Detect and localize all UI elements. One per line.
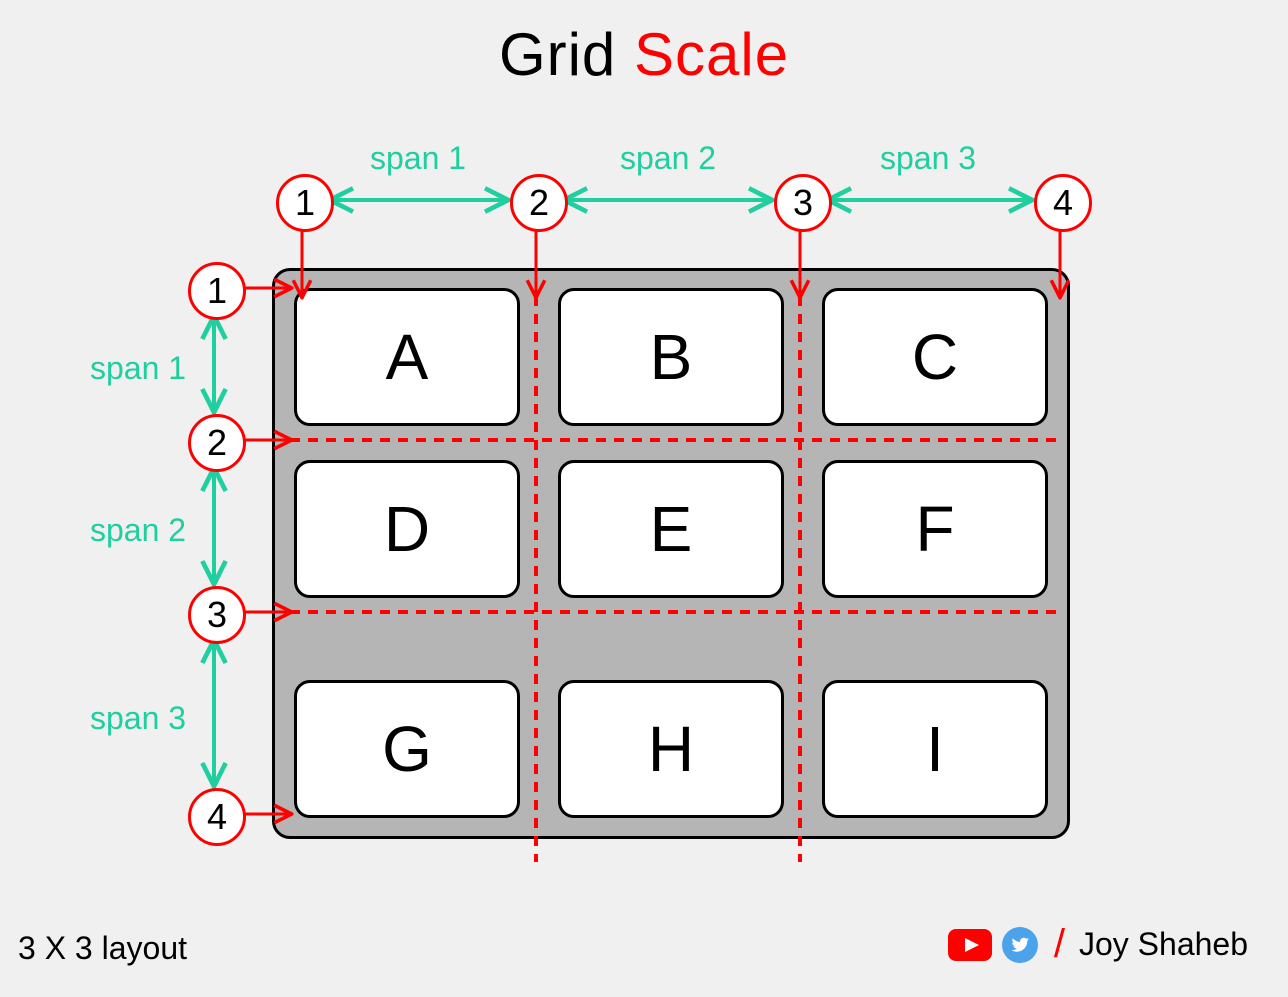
grid-cell: C	[822, 288, 1048, 426]
column-marker: 4	[1034, 174, 1092, 232]
grid-cell: I	[822, 680, 1048, 818]
column-marker: 3	[774, 174, 832, 232]
column-marker: 2	[510, 174, 568, 232]
column-span-label: span 1	[370, 140, 466, 177]
layout-caption: 3 X 3 layout	[18, 930, 187, 967]
youtube-icon	[948, 929, 992, 961]
grid-cell: G	[294, 680, 520, 818]
diagram-canvas: Grid Scale ABC DEF GHI 1 2 3 4 1 2 3 4 span 1 span…	[0, 0, 1288, 997]
row-span-label: span 3	[90, 700, 186, 737]
row-marker: 2	[188, 414, 246, 472]
grid-cell: B	[558, 288, 784, 426]
grid-cell: H	[558, 680, 784, 818]
column-span-label: span 2	[620, 140, 716, 177]
row-marker: 4	[188, 788, 246, 846]
attribution-slash: /	[1054, 922, 1065, 967]
row-marker: 1	[188, 262, 246, 320]
title-word-2: Scale	[634, 21, 789, 88]
attribution-name: Joy Shaheb	[1079, 926, 1248, 963]
grid-cell: A	[294, 288, 520, 426]
column-marker: 1	[276, 174, 334, 232]
grid-cell: E	[558, 460, 784, 598]
page-title: Grid Scale	[0, 20, 1288, 89]
title-word-1: Grid	[499, 21, 616, 88]
row-marker: 3	[188, 586, 246, 644]
twitter-icon	[1002, 927, 1038, 963]
column-span-label: span 3	[880, 140, 976, 177]
grid-cell: F	[822, 460, 1048, 598]
attribution: / Joy Shaheb	[948, 922, 1248, 967]
row-span-label: span 1	[90, 350, 186, 387]
row-span-label: span 2	[90, 512, 186, 549]
grid-cell: D	[294, 460, 520, 598]
